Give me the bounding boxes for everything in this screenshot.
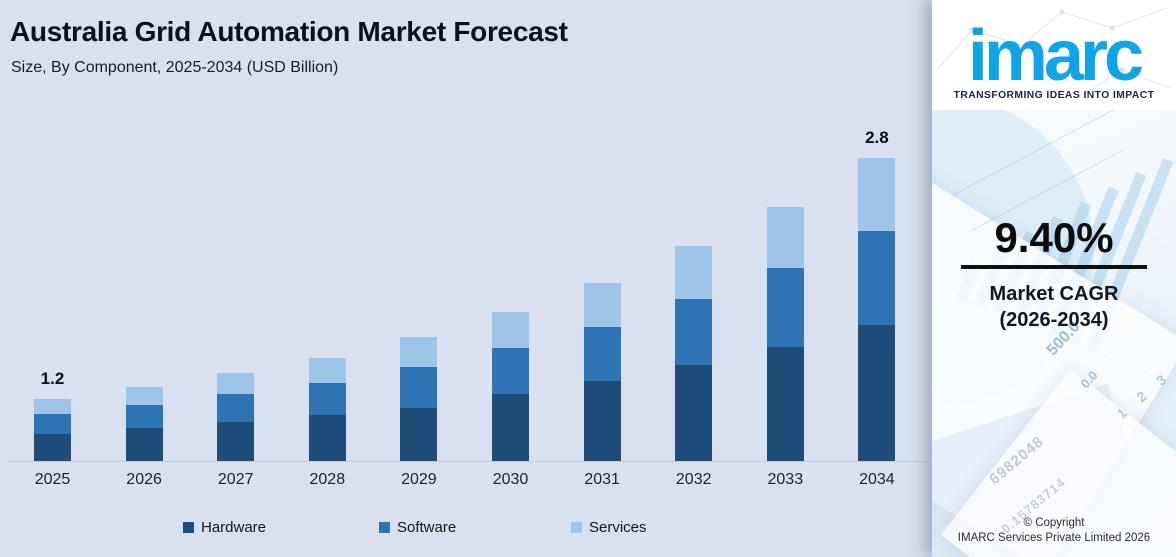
bar-segment-hardware [34,433,71,461]
bar-segment-services [858,157,896,232]
bar-segment-hardware [125,427,163,461]
bar-segment-services [583,282,621,327]
bar-2034 [858,157,896,462]
bar-segment-services [766,206,804,269]
x-tick-2029: 2029 [401,471,437,488]
bar-segment-software [125,405,163,428]
bar-segment-hardware [675,365,713,461]
bar-2027 [217,372,255,461]
bar-segment-services [675,246,713,299]
legend-label-services: Services [589,519,647,536]
legend: Hardware Software Services [0,519,932,543]
x-axis-line [7,461,930,462]
side-panel: 500.0 0.0 1 2 3 4 6982048 0.15783714 imarc T… [932,0,1176,557]
bar-2032 [675,246,713,461]
cagr-period: (2026-2034) [999,309,1109,332]
x-tick-2027: 2027 [217,471,254,488]
value-label-2034: 2.8 [865,127,889,147]
chart-title: Australia Grid Automation Market Forecas… [10,16,568,47]
x-tick-2031: 2031 [584,471,620,488]
bar-segment-hardware [308,415,346,461]
bar-2026 [125,387,163,461]
bar-segment-services [400,336,438,367]
cagr-label: Market CAGR [989,283,1119,306]
x-tick-2026: 2026 [126,471,162,488]
copyright-line2: IMARC Services Private Limited 2026 [957,531,1151,544]
legend-item-services: Services [571,519,647,536]
bar-2028 [308,357,346,462]
bar-segment-services [125,387,163,406]
bar-segment-services [217,372,255,395]
bar-segment-software [766,268,804,348]
legend-item-software: Software [379,519,456,536]
logo-area: imarc TRANSFORMING IDEAS INTO IMPACT [932,0,1176,110]
collage-decoration: 500.0 0.0 1 2 3 4 6982048 0.15783714 [932,0,1176,557]
cagr-block: 9.40% Market CAGR (2026-2034) [932,214,1176,333]
bar-segment-software [583,326,621,381]
x-tick-2028: 2028 [309,471,346,488]
legend-label-software: Software [397,519,457,536]
bar-segment-software [858,231,896,326]
chart-subtitle: Size, By Component, 2025-2034 (USD Billi… [11,59,339,76]
bar-2033 [766,206,804,461]
bar-segment-services [308,357,346,383]
legend-label-hardware: Hardware [201,519,267,536]
x-tick-2032: 2032 [675,471,712,488]
plot-area: 2025 1.2 2026 2027 2028 2029 2030 2031 2032 2033 2… [7,127,930,488]
copyright-line1: © Copyright [1023,516,1085,529]
copyright: © Copyright IMARC Services Private Limit… [932,516,1176,546]
bar-segment-services [34,399,71,415]
cagr-underline [961,265,1147,270]
bar-segment-hardware [217,421,255,461]
legend-swatch-services [571,522,582,533]
x-tick-2034: 2034 [859,471,895,488]
bar-segment-software [308,383,346,416]
bar-segment-software [217,394,255,422]
network-pattern-decoration [936,7,1171,96]
legend-item-hardware: Hardware [183,519,266,536]
legend-swatch-software [379,522,390,533]
imarc-tagline: TRANSFORMING IDEAS INTO IMPACT [953,90,1155,101]
imarc-logo: imarc [967,16,1144,96]
bar-segment-software [492,348,529,395]
bar-2031 [583,282,621,461]
bar-segment-software [34,414,71,434]
bar-segment-hardware [766,347,804,461]
bar-segment-software [400,366,438,408]
chart-region: Australia Grid Automation Market Forecas… [0,16,932,543]
bar-segment-services [492,311,529,349]
bar-segment-hardware [583,380,621,461]
bar-2025 [34,399,71,461]
bar-segment-hardware [400,407,438,461]
bar-2029 [400,336,438,461]
x-tick-2033: 2033 [767,471,804,488]
bar-2030 [492,311,529,461]
x-tick-2025: 2025 [34,471,71,488]
bar-segment-hardware [492,394,529,461]
x-tick-2030: 2030 [492,471,529,488]
bar-segment-software [675,298,713,366]
legend-swatch-hardware [183,522,194,533]
bar-segment-hardware [858,325,896,461]
cagr-value: 9.40% [994,214,1114,261]
value-label-2025: 1.2 [40,369,65,389]
